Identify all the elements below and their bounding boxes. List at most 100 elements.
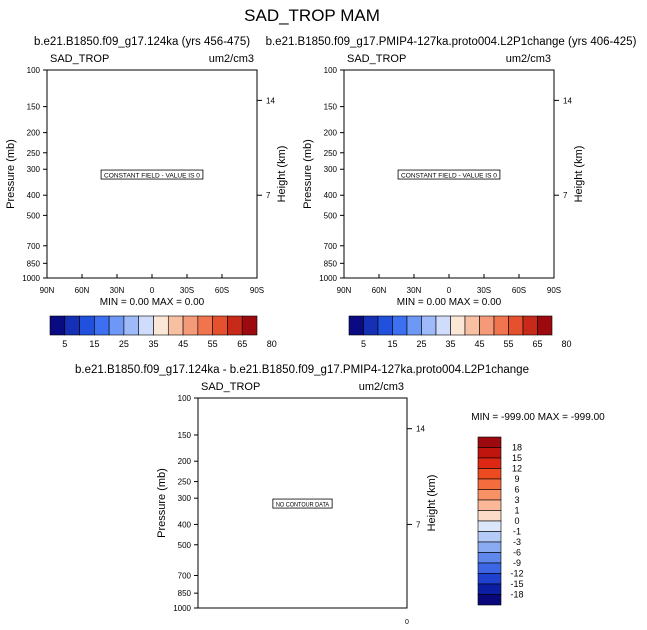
panel1-units-label: um2/cm3	[209, 53, 254, 65]
panel2-colorbar-swatch	[464, 315, 480, 336]
panel2-stats-text: MIN = 0.00 MAX = 0.00	[397, 297, 502, 308]
panel3-colorbar-swatch	[477, 478, 502, 490]
panel3-y-tick-label: 150	[178, 431, 192, 440]
panel2-colorbar-swatch	[377, 315, 393, 336]
panel3-colorbar-label: -9	[513, 558, 521, 568]
panel3-colorbar-label: 18	[512, 443, 522, 453]
panel1-y-tick-label: 400	[27, 191, 41, 200]
panel3-height-axis-label: Height (km)	[426, 475, 438, 532]
panel1-colorbar-label: 35	[148, 339, 158, 349]
panel1-colorbar-swatch	[241, 315, 258, 336]
panel2-colorbar-swatch	[435, 315, 451, 336]
panel3-colorbar-swatch	[477, 583, 502, 595]
panel2-y-tick-label: 400	[324, 191, 338, 200]
page-title: SAD_TROP MAM	[244, 6, 380, 25]
panel2-colorbar-swatch	[406, 315, 422, 336]
panel1-colorbar-label: 55	[208, 339, 218, 349]
panel3-colorbar-label: -15	[510, 579, 523, 589]
panel2-colorbar-label: 55	[503, 339, 513, 349]
panel1-y-axis-label: Pressure (mb)	[5, 139, 17, 209]
panel3-colorbar-swatch	[477, 562, 502, 574]
panel2-colorbar-label: 15	[387, 339, 397, 349]
panel3-colorbar-swatch	[477, 489, 502, 501]
panel2-colorbar-label: 5	[361, 339, 366, 349]
diff-title: b.e21.B1850.f09_g17.124ka - b.e21.B1850.…	[75, 364, 529, 376]
panel3-colorbar-label: 12	[512, 464, 522, 474]
panel1-x-tick-label: 30S	[180, 286, 194, 295]
panel3-colorbar-label: 3	[514, 495, 519, 505]
panel2-colorbar-label: 25	[416, 339, 426, 349]
panel1-x-tick-label: 30N	[110, 286, 125, 295]
panel3-plot-frame	[197, 397, 408, 609]
panel1-y-tick-label: 1000	[22, 274, 40, 283]
panel3-colorbar-swatch	[477, 531, 502, 543]
panel3-x-tick-label: 0	[405, 619, 409, 626]
panel1-colorbar-label: 65	[237, 339, 247, 349]
panel2-colorbar-swatch	[421, 315, 437, 336]
panel1-colorbar-swatch	[108, 315, 125, 336]
panel1-colorbar-swatch	[64, 315, 80, 336]
panel3-y-tick-label: 700	[178, 571, 192, 580]
panel2-colorbar-swatch	[522, 315, 538, 336]
panel1-colorbar-label: 5	[62, 339, 67, 349]
panel2-message-box	[397, 169, 501, 180]
panel1-y-tick-label: 700	[27, 242, 41, 251]
panel2-x-tick-label: 60N	[372, 286, 387, 295]
panel3-colorbar-label: -1	[513, 527, 521, 537]
panel1-height-axis-label: Height (km)	[276, 146, 288, 203]
panel2-colorbar-label: 45	[474, 339, 484, 349]
panel3-message-text: NO CONTOUR DATA	[276, 503, 329, 509]
panel1-colorbar-swatch	[138, 315, 154, 336]
panel2-x-tick-label: 90N	[337, 286, 352, 295]
panel3-colorbar-label: 0	[514, 516, 519, 526]
panel3-colorbar-label: -12	[510, 569, 523, 579]
panel3-y-tick-label: 1000	[173, 604, 191, 613]
panel1-colorbar-swatch	[79, 315, 95, 336]
panel1-y-tick-label: 850	[27, 259, 41, 268]
panel3-y-tick-label: 250	[178, 478, 192, 487]
panel3-colorbar-swatch	[477, 520, 502, 532]
panel1-colorbar-swatch	[49, 315, 66, 336]
panel2-x-tick-label: 0	[447, 286, 452, 295]
panel2-y-tick-label: 250	[324, 149, 338, 158]
panel3-colorbar-label: 15	[512, 453, 522, 463]
panel2-y-tick-label: 700	[324, 242, 338, 251]
panel2-colorbar-swatch	[450, 315, 466, 336]
panel3-colorbar-label: -3	[513, 537, 521, 547]
panel3-units-label: um2/cm3	[359, 381, 404, 393]
panel2-colorbar-swatch	[392, 315, 408, 336]
panel3-height-tick-label: 14	[416, 425, 425, 434]
panel1-y-tick-label: 150	[27, 103, 41, 112]
panel3-colorbar-swatch	[477, 457, 502, 469]
panel3-colorbar-label: -6	[513, 548, 521, 558]
panel2-units-label: um2/cm3	[506, 53, 551, 65]
panel2-colorbar-label: 80	[561, 339, 571, 349]
panel3-message-box	[272, 498, 333, 509]
panel3-colorbar-swatch	[477, 594, 502, 606]
panel2-x-tick-label: 30N	[407, 286, 422, 295]
panel1-colorbar-swatch	[212, 315, 228, 336]
panel2-x-tick-label: 90S	[547, 286, 561, 295]
panel2-colorbar-label: 35	[445, 339, 455, 349]
panel1-colorbar-label: 15	[89, 339, 99, 349]
panel3-y-tick-label: 300	[178, 494, 192, 503]
panel2-y-tick-label: 200	[324, 129, 338, 138]
panel3-colorbar-swatch	[477, 447, 502, 459]
panel1-colorbar-swatch	[94, 315, 110, 336]
panel3-height-tick-label: 7	[416, 520, 421, 529]
panel1-colorbar-label: 45	[178, 339, 188, 349]
panel1-x-tick-label: 90S	[250, 286, 264, 295]
panel3-colorbar-swatch	[477, 510, 502, 522]
panel1-colorbar-label: 25	[119, 339, 129, 349]
panel3-y-axis-label: Pressure (mb)	[156, 468, 168, 538]
panel1-colorbar-swatch	[123, 315, 140, 336]
panel1-colorbar-swatch	[182, 315, 199, 336]
panel2-colorbar-label: 65	[532, 339, 542, 349]
panel2-height-axis-label: Height (km)	[573, 146, 585, 203]
panel1-x-tick-label: 0	[150, 286, 155, 295]
panel3-colorbar-swatch	[477, 573, 502, 585]
panel3-colorbar-swatch	[477, 499, 502, 511]
panel3-colorbar-swatch	[477, 468, 502, 480]
panel1-x-tick-label: 90N	[40, 286, 55, 295]
